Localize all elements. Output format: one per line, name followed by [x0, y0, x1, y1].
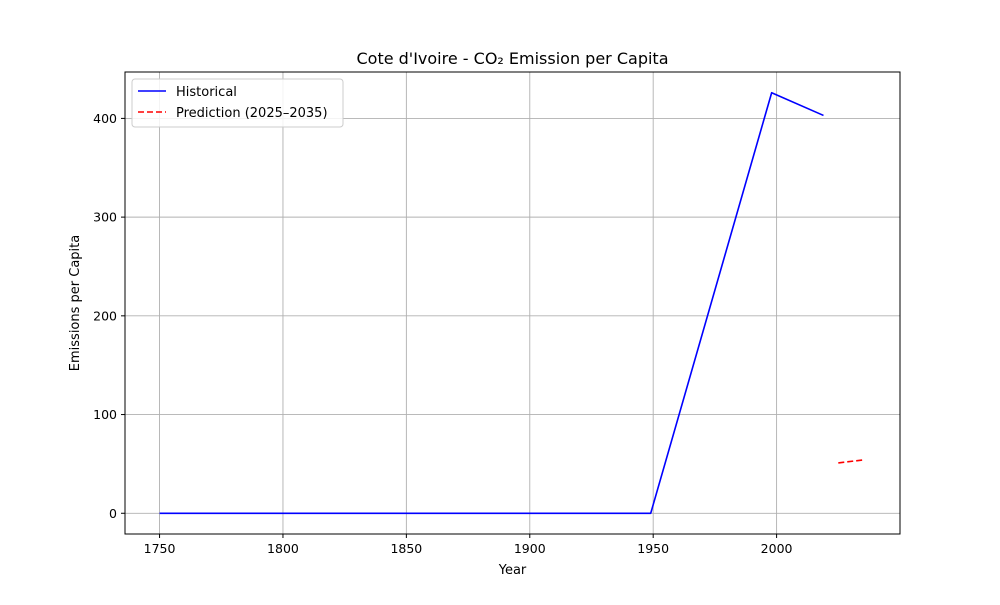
x-axis-label: Year — [498, 563, 527, 578]
y-tick-label: 100 — [93, 407, 117, 422]
x-tick-label: 2000 — [761, 541, 793, 556]
chart-title: Cote d'Ivoire - CO₂ Emission per Capita — [356, 49, 668, 68]
y-tick-label: 400 — [93, 111, 117, 126]
grid-layer — [125, 72, 900, 534]
legend-label-prediction: Prediction (2025–2035) — [176, 106, 328, 121]
y-tick-label: 0 — [109, 506, 117, 521]
legend-label-historical: Historical — [176, 85, 237, 100]
plot-area-frame — [124, 71, 901, 535]
tick-layer: 1750 1800 1850 1900 1950 2000 0 100 200 300 400 — [93, 111, 792, 556]
x-tick-label: 1900 — [514, 541, 546, 556]
x-tick-label: 1850 — [390, 541, 422, 556]
x-tick-label: 1950 — [637, 541, 669, 556]
y-tick-label: 300 — [93, 210, 117, 225]
x-tick-label: 1750 — [144, 541, 176, 556]
x-tick-label: 1800 — [267, 541, 299, 556]
legend: Historical Prediction (2025–2035) — [131, 78, 344, 128]
y-axis-label: Emissions per Capita — [68, 235, 83, 371]
y-tick-label: 200 — [93, 308, 117, 323]
series-layer — [159, 91, 864, 515]
series-line-prediction — [838, 459, 864, 464]
legend-box — [131, 78, 344, 128]
series-line-historical — [159, 91, 824, 515]
